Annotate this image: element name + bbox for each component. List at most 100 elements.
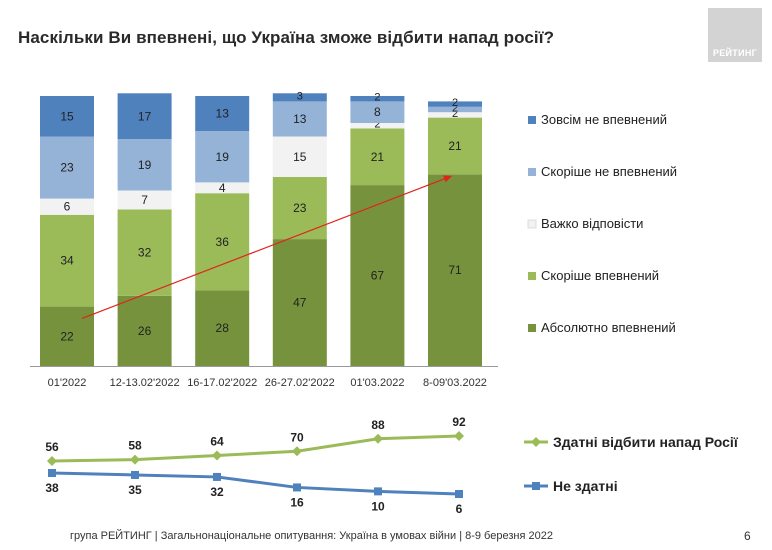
line-value-label: 38 — [45, 481, 59, 495]
bar-segment-скоріше-впевнений-1 — [117, 209, 172, 296]
bar-value-label: 22 — [60, 329, 74, 343]
legend-label-важко-відповісти: Важко відповісти — [541, 216, 643, 231]
bar-value-label: 13 — [293, 112, 307, 126]
bar-category-label: 26-27.02'2022 — [265, 377, 335, 389]
bar-segment-важко-відповісти-4 — [350, 123, 405, 129]
line-value-label: 92 — [452, 415, 466, 429]
bar-value-label: 28 — [216, 321, 230, 335]
bar-segment-скоріше-не-впевнений-0 — [40, 136, 94, 199]
bar-value-label: 23 — [60, 161, 74, 175]
bar-segment-скоріше-впевнений-2 — [195, 193, 250, 291]
bar-segment-зовсім-не-впевнений-2 — [195, 96, 250, 132]
bar-segment-скоріше-не-впевнений-2 — [195, 131, 250, 183]
line-point-здатні-відбити-напад-росії — [373, 433, 383, 444]
bar-value-label: 2 — [452, 103, 458, 115]
bar-segment-зовсім-не-впевнений-3 — [272, 93, 327, 102]
bar-segment-важко-відповісти-1 — [117, 190, 172, 210]
legend-swatch-скоріше-не-впевнений — [528, 168, 536, 176]
line-value-label: 70 — [290, 430, 304, 444]
bar-segment-скоріше-не-впевнений-5 — [428, 106, 482, 113]
line-point-здатні-відбити-напад-росії — [130, 454, 140, 465]
line-point-здатні-відбити-напад-росії — [454, 431, 464, 441]
chart-canvas: 22346231501'202226327191712-13.02'202228… — [30, 90, 739, 516]
line-legend-label-не-здатні: Не здатні — [553, 478, 618, 494]
bar-segment-абсолютно-впевнений-2 — [195, 290, 250, 366]
page-number: 6 — [744, 529, 751, 543]
bar-value-label: 21 — [371, 150, 385, 164]
bar-segment-важко-відповісти-2 — [195, 182, 250, 194]
bar-value-label: 4 — [219, 181, 226, 195]
line-point-здатні-відбити-напад-росії — [292, 446, 302, 457]
bar-category-label: 01'2022 — [48, 377, 87, 389]
line-point-не-здатні — [374, 487, 382, 496]
bar-value-label: 26 — [138, 324, 152, 338]
line-point-не-здатні — [48, 469, 56, 477]
bar-value-label: 15 — [293, 150, 307, 164]
bar-value-label: 15 — [60, 109, 74, 123]
bar-value-label: 6 — [64, 200, 71, 214]
line-legend-marker — [531, 437, 541, 447]
legend-swatch-абсолютно-впевнений — [528, 324, 536, 332]
bar-value-label: 3 — [297, 90, 303, 102]
bar-value-label: 36 — [216, 235, 230, 249]
line-point-здатні-відбити-напад-росії — [47, 456, 57, 466]
line-value-label: 56 — [45, 440, 59, 454]
bar-value-label: 21 — [448, 139, 462, 153]
bar-segment-зовсім-не-впевнений-4 — [350, 96, 405, 102]
bar-segment-важко-відповісти-0 — [40, 198, 94, 215]
line-legend-label-здатні-відбити-напад-росії: Здатні відбити напад Росії — [553, 434, 739, 450]
line-value-label: 58 — [128, 439, 142, 453]
bar-segment-абсолютно-впевнений-4 — [350, 185, 405, 366]
bar-segment-скоріше-впевнений-3 — [272, 177, 327, 240]
bar-segment-скоріше-впевнений-4 — [350, 128, 405, 186]
line-value-label: 88 — [371, 418, 385, 432]
bar-segment-абсолютно-впевнений-0 — [40, 306, 94, 366]
line-value-label: 35 — [128, 483, 142, 497]
bar-value-label: 2 — [374, 119, 380, 131]
line-point-не-здатні — [455, 490, 463, 498]
bar-segment-абсолютно-впевнений-3 — [272, 239, 327, 366]
legend-label-скоріше-впевнений: Скоріше впевнений — [541, 268, 659, 283]
chart-title: Наскільки Ви впевнені, що Україна зможе … — [18, 28, 555, 47]
bar-value-label: 71 — [448, 263, 462, 277]
bar-segment-скоріше-впевнений-0 — [40, 214, 94, 307]
bar-segment-важко-відповісти-5 — [428, 112, 482, 118]
bar-segment-скоріше-не-впевнений-3 — [272, 101, 327, 137]
legend-label-абсолютно-впевнений: Абсолютно впевнений — [541, 320, 676, 335]
footer-source: група РЕЙТИНГ | Загальнонаціональне опит… — [70, 530, 553, 542]
bar-segment-абсолютно-впевнений-1 — [117, 295, 172, 366]
bar-category-label: 12-13.02'2022 — [110, 377, 180, 389]
bar-category-label: 16-17.02'2022 — [187, 377, 257, 389]
line-value-label: 10 — [371, 499, 385, 513]
line-series-здатні-відбити-напад-росії — [51, 434, 460, 463]
bar-segment-скоріше-не-впевнений-4 — [350, 101, 405, 123]
bar-value-label: 13 — [216, 107, 230, 121]
trend-arrow — [81, 175, 453, 320]
bar-category-label: 8-09'03.2022 — [423, 377, 487, 389]
line-point-не-здатні — [213, 472, 221, 481]
bar-segment-скоріше-впевнений-5 — [428, 117, 482, 175]
legend-label-скоріше-не-впевнений: Скоріше не впевнений — [541, 164, 677, 179]
legend-swatch-зовсім-не-впевнений — [528, 116, 536, 124]
bar-value-label: 8 — [374, 105, 381, 119]
line-series-не-здатні — [51, 471, 460, 496]
bar-segment-важко-відповісти-3 — [272, 136, 327, 177]
bar-category-label: 01'03.2022 — [350, 377, 404, 389]
bar-value-label: 19 — [216, 150, 230, 164]
legend-label-зовсім-не-впевнений: Зовсім не впевнений — [541, 112, 667, 127]
line-point-здатні-відбити-напад-росії — [212, 450, 222, 461]
line-legend-marker — [532, 482, 540, 490]
bar-value-label: 2 — [452, 97, 458, 109]
bar-segment-зовсім-не-впевнений-1 — [117, 93, 172, 140]
line-value-label: 16 — [290, 495, 304, 509]
logo-text: РЕЙТИНГ — [712, 48, 758, 58]
line-value-label: 64 — [210, 434, 224, 448]
rating-logo: РЕЙТИНГ — [708, 8, 762, 62]
legend-swatch-скоріше-впевнений — [528, 272, 536, 280]
line-point-не-здатні — [293, 483, 301, 492]
bar-segment-зовсім-не-впевнений-5 — [428, 101, 482, 107]
bar-value-label: 23 — [293, 201, 307, 215]
bar-value-label: 34 — [60, 254, 74, 268]
bar-value-label: 47 — [293, 296, 307, 310]
bar-segment-зовсім-не-впевнений-0 — [40, 96, 94, 137]
